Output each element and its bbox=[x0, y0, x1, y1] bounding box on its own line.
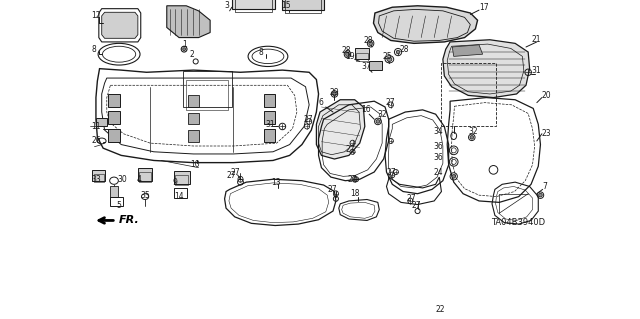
Text: 11: 11 bbox=[92, 122, 101, 131]
Text: 28: 28 bbox=[364, 36, 373, 45]
Bar bbox=[174, 188, 187, 198]
Bar bbox=[355, 48, 369, 59]
Bar bbox=[356, 53, 368, 61]
Bar bbox=[174, 171, 190, 184]
Text: 31: 31 bbox=[266, 120, 275, 129]
Bar bbox=[369, 62, 382, 70]
Ellipse shape bbox=[396, 50, 400, 54]
Text: 20: 20 bbox=[542, 91, 552, 100]
Text: 12: 12 bbox=[92, 11, 101, 20]
Text: 27: 27 bbox=[230, 167, 240, 176]
Ellipse shape bbox=[452, 174, 456, 178]
Text: 17: 17 bbox=[479, 3, 488, 12]
Bar bbox=[138, 168, 152, 181]
Bar bbox=[188, 130, 198, 142]
Bar bbox=[92, 170, 106, 181]
Text: 6: 6 bbox=[319, 98, 323, 107]
Bar bbox=[282, 0, 324, 10]
Text: 15: 15 bbox=[282, 1, 291, 10]
Text: TA04B3940D: TA04B3940D bbox=[492, 218, 545, 227]
Bar bbox=[175, 175, 188, 185]
Bar bbox=[140, 172, 151, 182]
Ellipse shape bbox=[333, 92, 336, 96]
Text: 5: 5 bbox=[116, 202, 121, 211]
Text: 22: 22 bbox=[436, 305, 445, 314]
Text: 31: 31 bbox=[531, 66, 541, 75]
Bar bbox=[108, 94, 120, 107]
Text: 19: 19 bbox=[346, 52, 355, 61]
Text: 27: 27 bbox=[327, 185, 337, 194]
Text: 7: 7 bbox=[543, 182, 547, 191]
Text: 28: 28 bbox=[342, 46, 351, 55]
Bar bbox=[108, 111, 120, 124]
Text: 1: 1 bbox=[182, 40, 188, 49]
Text: 30: 30 bbox=[118, 175, 127, 184]
Text: 35: 35 bbox=[141, 191, 150, 200]
Bar bbox=[442, 63, 495, 127]
Ellipse shape bbox=[376, 120, 380, 123]
Text: 16: 16 bbox=[361, 105, 371, 115]
Polygon shape bbox=[316, 100, 365, 159]
Text: FR.: FR. bbox=[119, 215, 140, 226]
Text: 14: 14 bbox=[174, 192, 184, 201]
Text: 27: 27 bbox=[407, 194, 417, 203]
Bar bbox=[188, 113, 198, 124]
Bar bbox=[285, 0, 321, 13]
Text: 36: 36 bbox=[433, 142, 444, 151]
Bar bbox=[182, 71, 232, 107]
Text: 32: 32 bbox=[378, 110, 387, 119]
Text: 9: 9 bbox=[173, 178, 177, 187]
Text: 33: 33 bbox=[92, 175, 101, 184]
Bar bbox=[264, 111, 275, 124]
Ellipse shape bbox=[182, 48, 186, 51]
Text: 24: 24 bbox=[433, 167, 443, 176]
Text: 27: 27 bbox=[386, 98, 396, 107]
Text: 37: 37 bbox=[361, 62, 371, 71]
Bar bbox=[94, 174, 104, 182]
Bar bbox=[264, 129, 275, 142]
Bar bbox=[110, 197, 124, 206]
Text: 27: 27 bbox=[412, 202, 421, 211]
Bar bbox=[264, 94, 275, 107]
Polygon shape bbox=[102, 12, 138, 38]
Text: 18: 18 bbox=[350, 189, 360, 198]
Ellipse shape bbox=[346, 52, 349, 56]
Ellipse shape bbox=[387, 57, 392, 62]
Polygon shape bbox=[374, 6, 477, 43]
Text: 27: 27 bbox=[346, 145, 355, 154]
Text: 8: 8 bbox=[259, 48, 263, 56]
Text: 8: 8 bbox=[92, 45, 97, 54]
Text: 13: 13 bbox=[271, 178, 280, 187]
Text: 2: 2 bbox=[190, 50, 195, 59]
Text: 3: 3 bbox=[225, 1, 230, 10]
Polygon shape bbox=[167, 6, 210, 38]
Bar bbox=[235, 0, 272, 11]
Polygon shape bbox=[452, 45, 483, 56]
Text: 29: 29 bbox=[330, 88, 339, 97]
Bar bbox=[108, 129, 120, 142]
Bar bbox=[110, 186, 118, 197]
Text: 23: 23 bbox=[542, 129, 552, 138]
Bar bbox=[188, 95, 198, 107]
Polygon shape bbox=[443, 40, 530, 98]
Ellipse shape bbox=[470, 136, 474, 139]
Bar bbox=[96, 118, 107, 127]
Bar bbox=[186, 79, 228, 110]
Ellipse shape bbox=[539, 193, 542, 197]
Text: 27: 27 bbox=[303, 115, 313, 124]
Text: 27: 27 bbox=[387, 167, 396, 176]
Ellipse shape bbox=[369, 41, 372, 46]
Text: 36: 36 bbox=[433, 153, 444, 162]
Text: 28: 28 bbox=[399, 45, 409, 54]
Text: 4: 4 bbox=[136, 175, 141, 184]
Text: 26: 26 bbox=[92, 137, 101, 145]
Text: 32: 32 bbox=[468, 127, 478, 136]
Text: 27: 27 bbox=[226, 171, 236, 180]
Text: 27: 27 bbox=[348, 175, 357, 184]
Text: 25: 25 bbox=[382, 52, 392, 61]
Text: 21: 21 bbox=[531, 35, 541, 44]
Text: 10: 10 bbox=[190, 160, 200, 169]
Text: 34: 34 bbox=[433, 127, 444, 136]
Bar bbox=[232, 0, 275, 9]
